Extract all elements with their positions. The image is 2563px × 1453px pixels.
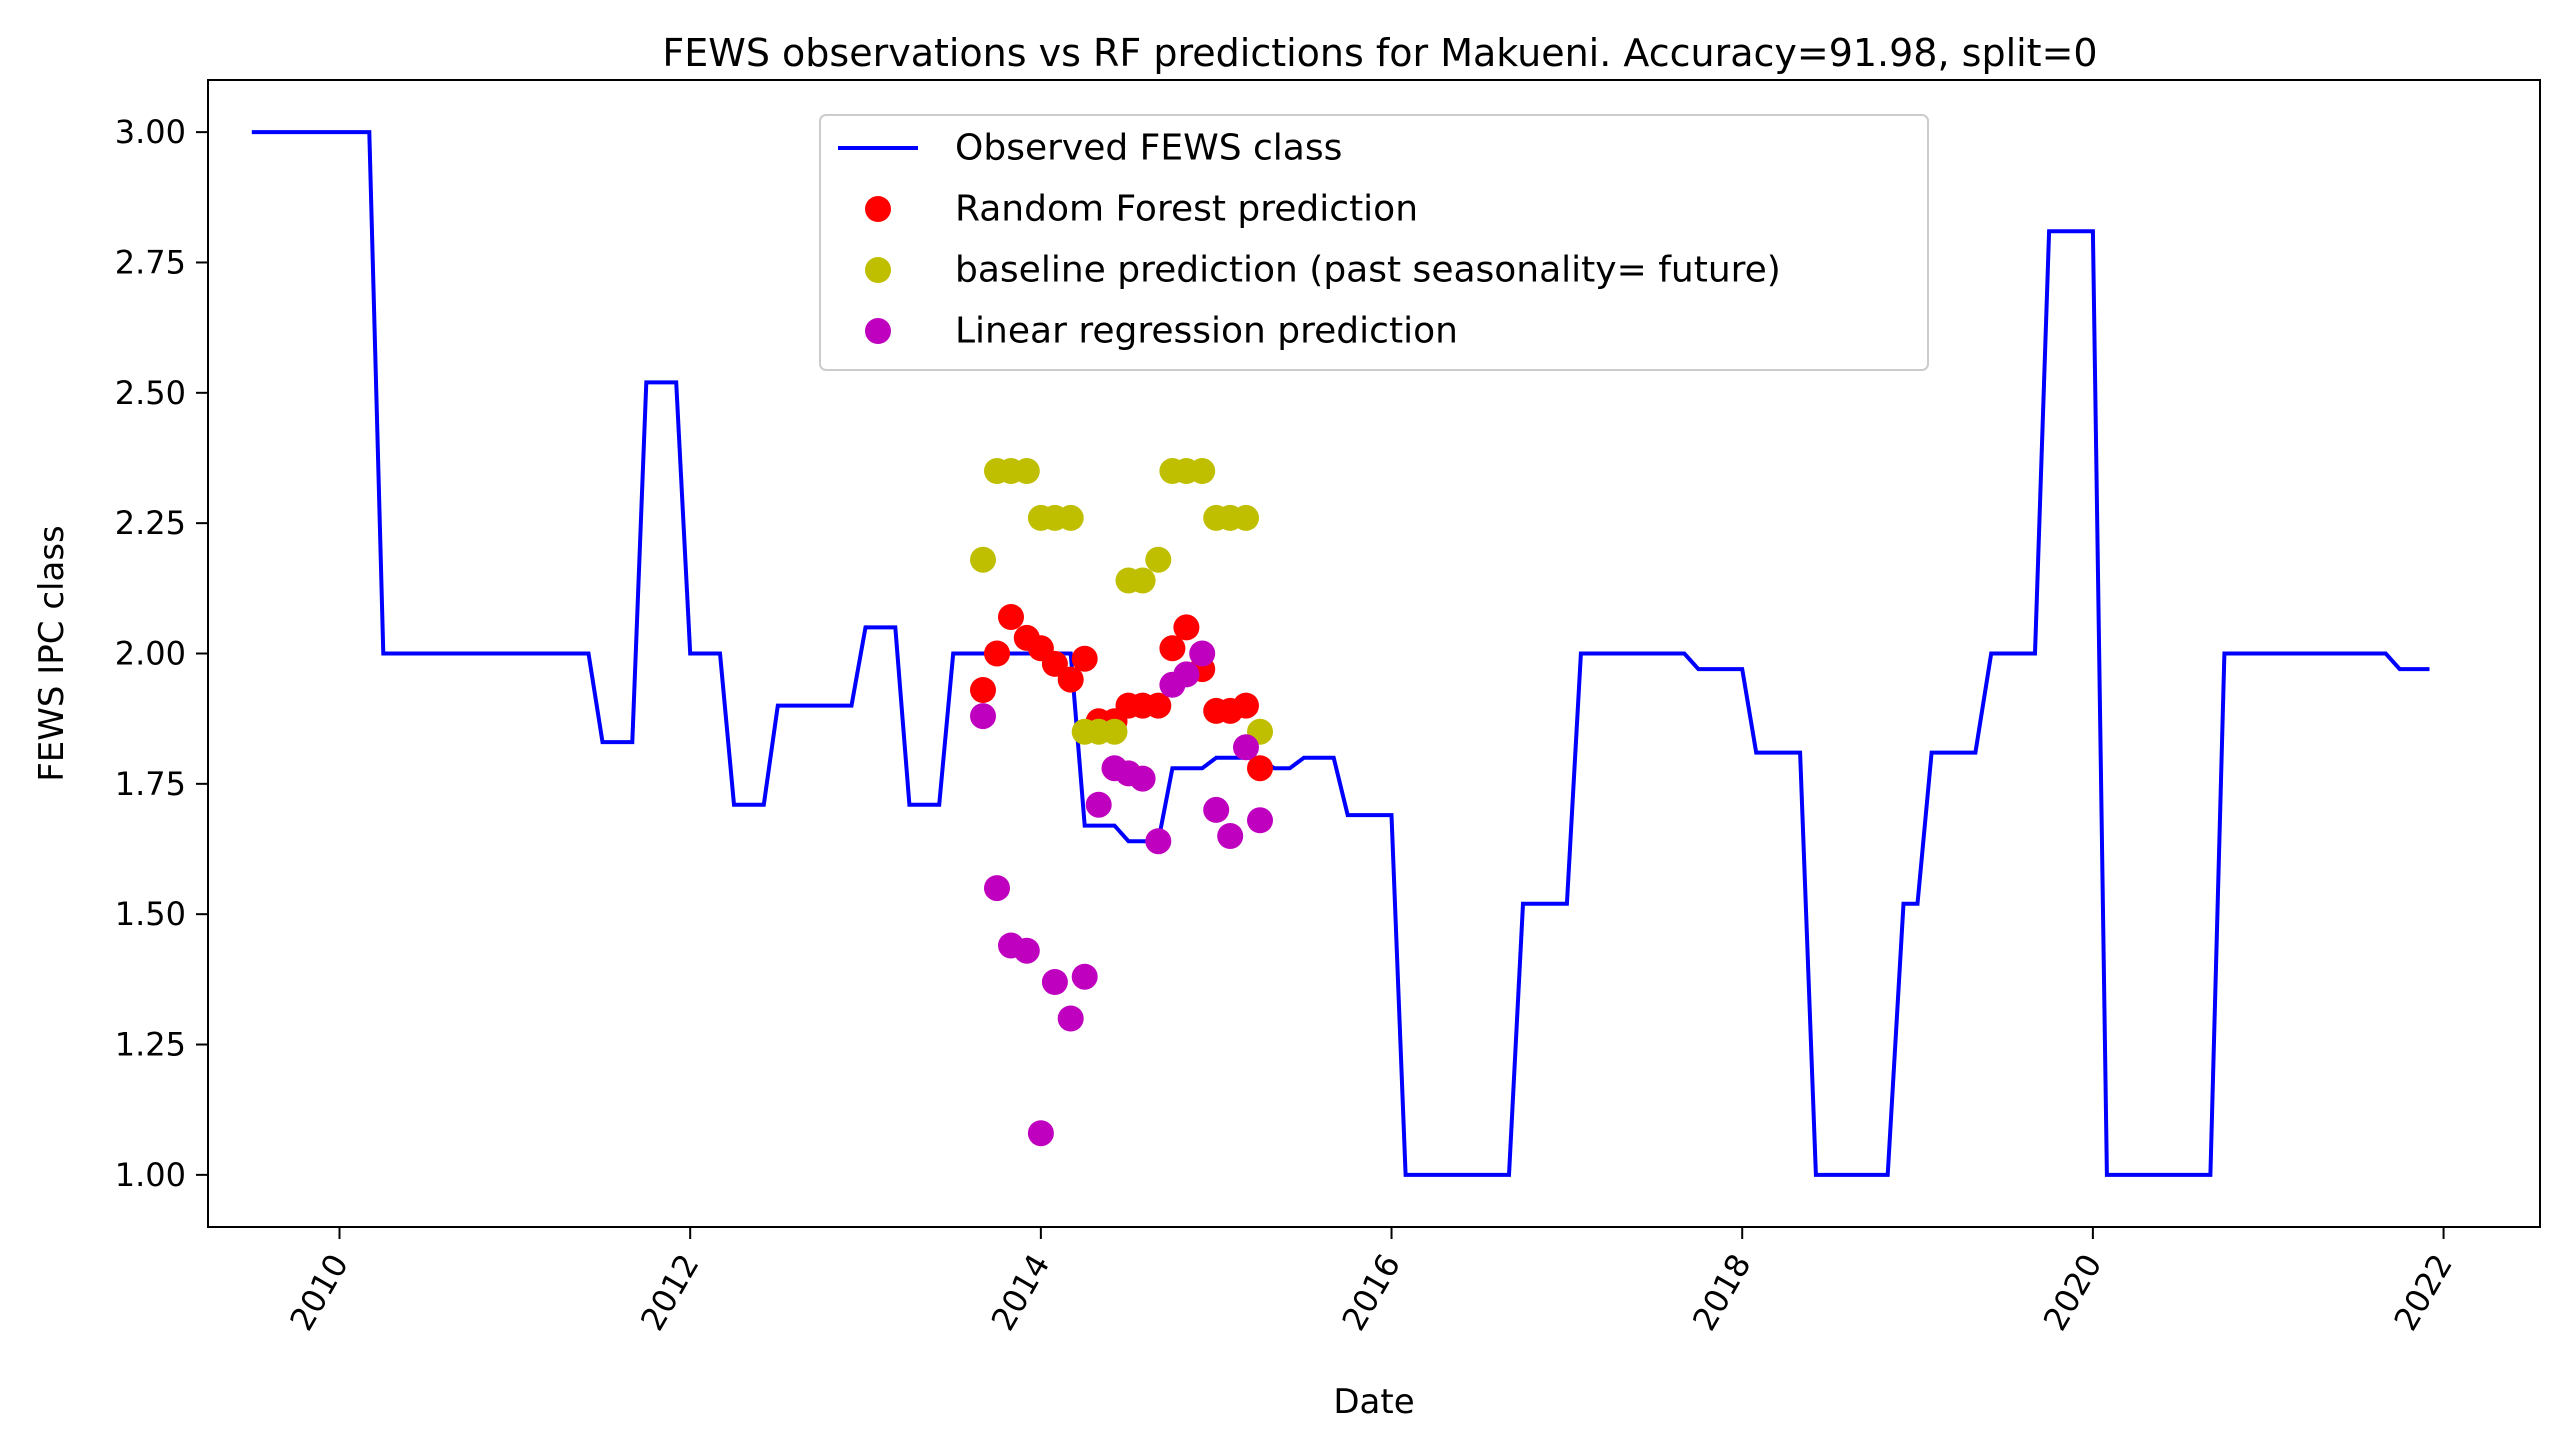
data-point-series-1: [1057, 666, 1084, 693]
data-point-series-2: [1101, 718, 1128, 745]
legend-marker-swatch: [865, 257, 891, 283]
data-point-series-1: [984, 640, 1010, 667]
legend: Observed FEWS class Random Forest predict…: [819, 114, 1929, 371]
data-point-series-1: [1247, 755, 1273, 782]
y-axis-label: FEWS IPC class: [32, 525, 72, 782]
data-point-series-2: [1233, 504, 1259, 531]
x-axis-label: Date: [1333, 1382, 1414, 1422]
data-point-series-1: [1071, 645, 1098, 672]
y-tick-label: 2.00: [115, 635, 186, 673]
legend-label: Linear regression prediction: [955, 311, 1458, 352]
data-point-series-2: [970, 546, 996, 573]
data-point-series-3: [1247, 807, 1273, 834]
data-point-series-1: [1145, 692, 1172, 719]
legend-label: Random Forest prediction: [955, 189, 1418, 230]
data-point-series-3: [984, 875, 1010, 902]
series-line-observed: [251, 130, 2430, 1177]
data-point-series-3: [1173, 661, 1200, 688]
data-point-series-1: [1159, 635, 1186, 662]
legend-marker-swatch: [865, 196, 891, 222]
data-point-series-1: [998, 604, 1024, 630]
y-tick-label: 1.75: [115, 765, 186, 803]
legend-marker-swatch: [865, 318, 891, 344]
legend-label: baseline prediction (past seasonality= f…: [955, 250, 1781, 291]
data-point-series-2: [1189, 458, 1216, 484]
y-tick-label: 2.50: [115, 374, 186, 412]
data-point-series-3: [1189, 640, 1216, 667]
data-point-series-2: [1057, 504, 1084, 531]
data-point-series-3: [1233, 734, 1259, 761]
plot-area: [251, 130, 2430, 1177]
data-point-series-3: [1085, 791, 1112, 818]
data-point-series-3: [1071, 963, 1098, 990]
data-point-series-2: [1013, 458, 1040, 484]
y-tick-label: 2.75: [115, 243, 186, 281]
y-tick-label: 1.25: [115, 1026, 186, 1064]
data-point-series-3: [970, 703, 996, 730]
data-point-series-1: [970, 677, 996, 703]
data-point-series-3: [1129, 765, 1156, 792]
legend-label: Observed FEWS class: [955, 128, 1342, 169]
data-point-series-3: [1217, 823, 1244, 849]
data-point-series-1: [1233, 692, 1259, 719]
y-tick-label: 1.00: [115, 1156, 186, 1194]
data-point-series-3: [1041, 969, 1068, 995]
data-point-series-1: [1041, 650, 1068, 677]
data-point-series-3: [1057, 1005, 1084, 1032]
data-point-series-1: [1173, 614, 1200, 641]
y-tick-label: 1.50: [115, 895, 186, 933]
y-axis: 1.00 1.25 1.50 1.75 2.00 2.25 2.50 2.75 3.00: [115, 113, 208, 1194]
chart-title: FEWS observations vs RF predictions for …: [662, 31, 2097, 75]
data-point-series-3: [1145, 828, 1172, 855]
data-point-series-3: [1027, 1120, 1054, 1147]
legend-box: [819, 114, 1929, 371]
data-point-series-2: [1129, 567, 1156, 594]
y-tick-label: 2.25: [115, 504, 186, 542]
data-point-series-3: [1013, 937, 1040, 964]
data-point-series-2: [1145, 546, 1172, 573]
data-point-series-3: [1203, 796, 1230, 823]
y-tick-label: 3.00: [115, 113, 186, 151]
